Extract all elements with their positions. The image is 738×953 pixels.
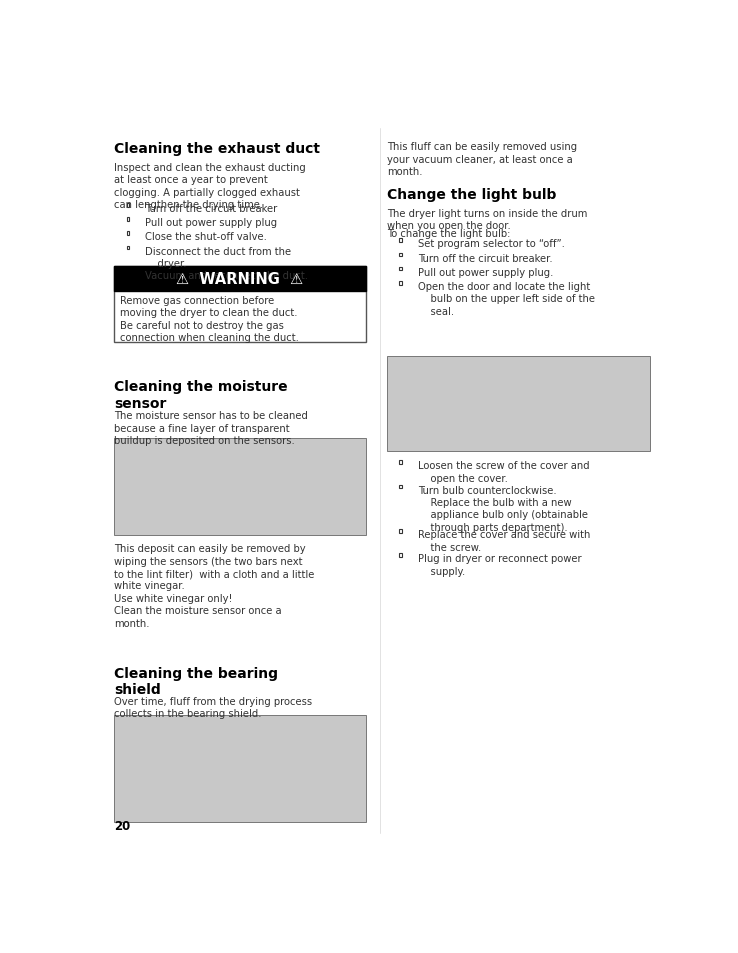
Bar — [399, 253, 402, 257]
Bar — [114, 266, 365, 292]
Bar — [127, 204, 129, 208]
Text: 20: 20 — [114, 819, 130, 832]
Text: Cleaning the bearing
shield: Cleaning the bearing shield — [114, 666, 278, 697]
Bar — [399, 530, 402, 533]
Bar — [399, 554, 402, 558]
Text: Vacuum and reconnect the duct.: Vacuum and reconnect the duct. — [145, 271, 308, 281]
Text: Pull out power supply plug.: Pull out power supply plug. — [418, 268, 553, 277]
Text: Disconnect the duct from the
    dryer.: Disconnect the duct from the dryer. — [145, 247, 291, 269]
Bar — [399, 239, 402, 243]
Text: Plug in dryer or reconnect power
    supply.: Plug in dryer or reconnect power supply. — [418, 554, 582, 577]
Text: Remove gas connection before
moving the dryer to clean the duct.
Be careful not : Remove gas connection before moving the … — [120, 295, 299, 343]
Text: Cleaning the moisture
sensor: Cleaning the moisture sensor — [114, 380, 288, 410]
Text: Cleaning the exhaust duct: Cleaning the exhaust duct — [114, 142, 320, 156]
Text: Turn off the circuit breaker.: Turn off the circuit breaker. — [418, 253, 552, 263]
Bar — [127, 233, 129, 235]
Text: To change the light bulb:: To change the light bulb: — [387, 229, 510, 239]
Text: Turn off the circuit breaker: Turn off the circuit breaker — [145, 204, 277, 213]
Text: ⚠  WARNING  ⚠: ⚠ WARNING ⚠ — [176, 272, 303, 286]
Text: The moisture sensor has to be cleaned
because a fine layer of transparent
buildu: The moisture sensor has to be cleaned be… — [114, 411, 308, 446]
Bar — [399, 282, 402, 285]
Text: Close the shut-off valve.: Close the shut-off valve. — [145, 233, 266, 242]
Text: Open the door and locate the light
    bulb on the upper left side of the
    se: Open the door and locate the light bulb … — [418, 282, 595, 316]
Bar — [127, 271, 129, 274]
Text: Inspect and clean the exhaust ducting
at least once a year to prevent
clogging. : Inspect and clean the exhaust ducting at… — [114, 163, 306, 210]
Bar — [127, 247, 129, 250]
Text: Turn bulb counterclockwise.
    Replace the bulb with a new
    appliance bulb o: Turn bulb counterclockwise. Replace the … — [418, 485, 587, 532]
Bar — [399, 485, 402, 489]
Bar — [114, 266, 365, 342]
Bar — [399, 460, 402, 464]
Bar — [399, 268, 402, 271]
Text: The dryer light turns on inside the drum
when you open the door.: The dryer light turns on inside the drum… — [387, 209, 587, 231]
Text: Loosen the screw of the cover and
    open the cover.: Loosen the screw of the cover and open t… — [418, 460, 590, 483]
Text: This fluff can be easily removed using
your vacuum cleaner, at least once a
mont: This fluff can be easily removed using y… — [387, 142, 577, 177]
Text: Over time, fluff from the drying process
collects in the bearing shield.: Over time, fluff from the drying process… — [114, 697, 312, 719]
Bar — [127, 218, 129, 222]
Bar — [114, 438, 365, 536]
Bar — [114, 716, 365, 821]
Text: Pull out power supply plug: Pull out power supply plug — [145, 218, 277, 228]
Text: Replace the cover and secure with
    the screw.: Replace the cover and secure with the sc… — [418, 530, 590, 552]
Text: Change the light bulb: Change the light bulb — [387, 188, 556, 202]
Text: This deposit can easily be removed by
wiping the sensors (the two bars next
to t: This deposit can easily be removed by wi… — [114, 543, 314, 628]
Bar — [387, 356, 650, 452]
Text: Set program selector to “off”.: Set program selector to “off”. — [418, 239, 565, 249]
